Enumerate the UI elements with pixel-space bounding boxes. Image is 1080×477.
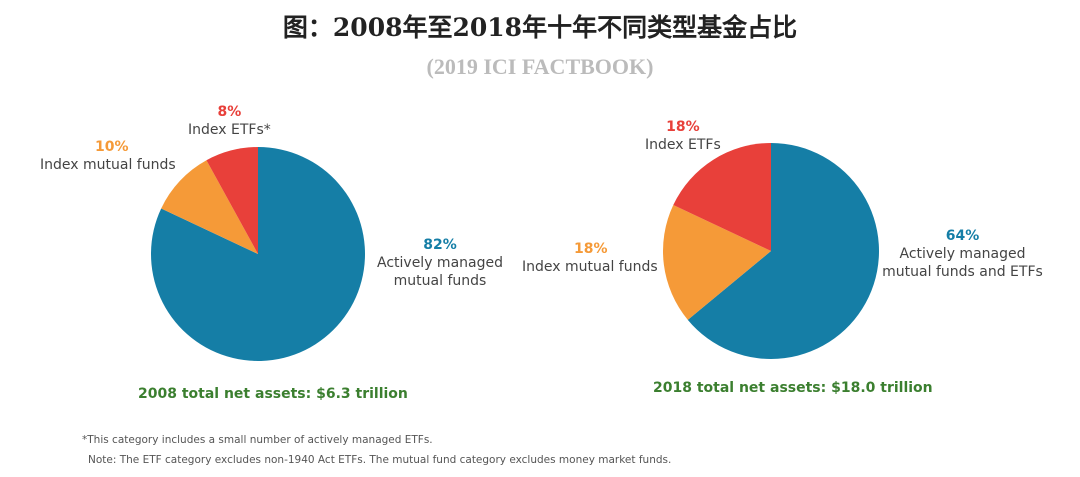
pie2-cat-index-mutual: Index mutual funds — [522, 259, 658, 275]
pie1-cat-index-etfs: Index ETFs* — [188, 122, 271, 138]
pie2-label-index-mutual: 18% Index mutual funds — [522, 240, 658, 276]
pie2-caption: 2018 total net assets: $18.0 trillion — [653, 380, 933, 396]
pie1-label-index-mutual: 10% Index mutual funds — [40, 138, 176, 174]
pie2-pct-index-mutual: 18% — [574, 241, 608, 257]
pie2-slice-index-etfs — [673, 143, 771, 251]
pie1-caption: 2008 total net assets: $6.3 trillion — [138, 386, 408, 402]
pie1-cat-active: Actively managed mutual funds — [377, 255, 503, 289]
footnote-note: Note: The ETF category excludes non-1940… — [88, 454, 672, 466]
pie1-pct-active: 82% — [423, 237, 457, 253]
chart-title: 图：2008年至2018年十年不同类型基金占比 — [282, 13, 798, 42]
pie1-cat-index-mutual: Index mutual funds — [40, 157, 176, 173]
pie1-label-index-etfs: 8% Index ETFs* — [188, 103, 271, 139]
pie1-pct-index-etfs: 8% — [217, 104, 242, 120]
chart-subtitle: (2019 ICI FACTBOOK) — [426, 54, 654, 79]
pie2-pct-index-etfs: 18% — [666, 119, 700, 135]
pie2-slice-active — [687, 143, 879, 359]
pie2-label-active: 64% Actively managed mutual funds and ET… — [880, 227, 1045, 281]
pie1-pct-index-mutual: 10% — [95, 139, 129, 155]
pie2-cat-index-etfs: Index ETFs — [645, 137, 721, 153]
pie2-cat-active: Actively managed mutual funds and ETFs — [882, 246, 1043, 280]
pie1-slice-index-etfs — [206, 147, 258, 254]
footnote-asterisk: *This category includes a small number o… — [82, 434, 433, 446]
pie2-slice-index-mutual — [663, 205, 771, 320]
pie2-pct-active: 64% — [945, 228, 980, 244]
pie2-label-index-etfs: 18% Index ETFs — [645, 118, 721, 154]
pie1-slice-index-mutual — [161, 160, 258, 254]
pie1-label-active: 82% Actively managed mutual funds — [375, 236, 505, 290]
